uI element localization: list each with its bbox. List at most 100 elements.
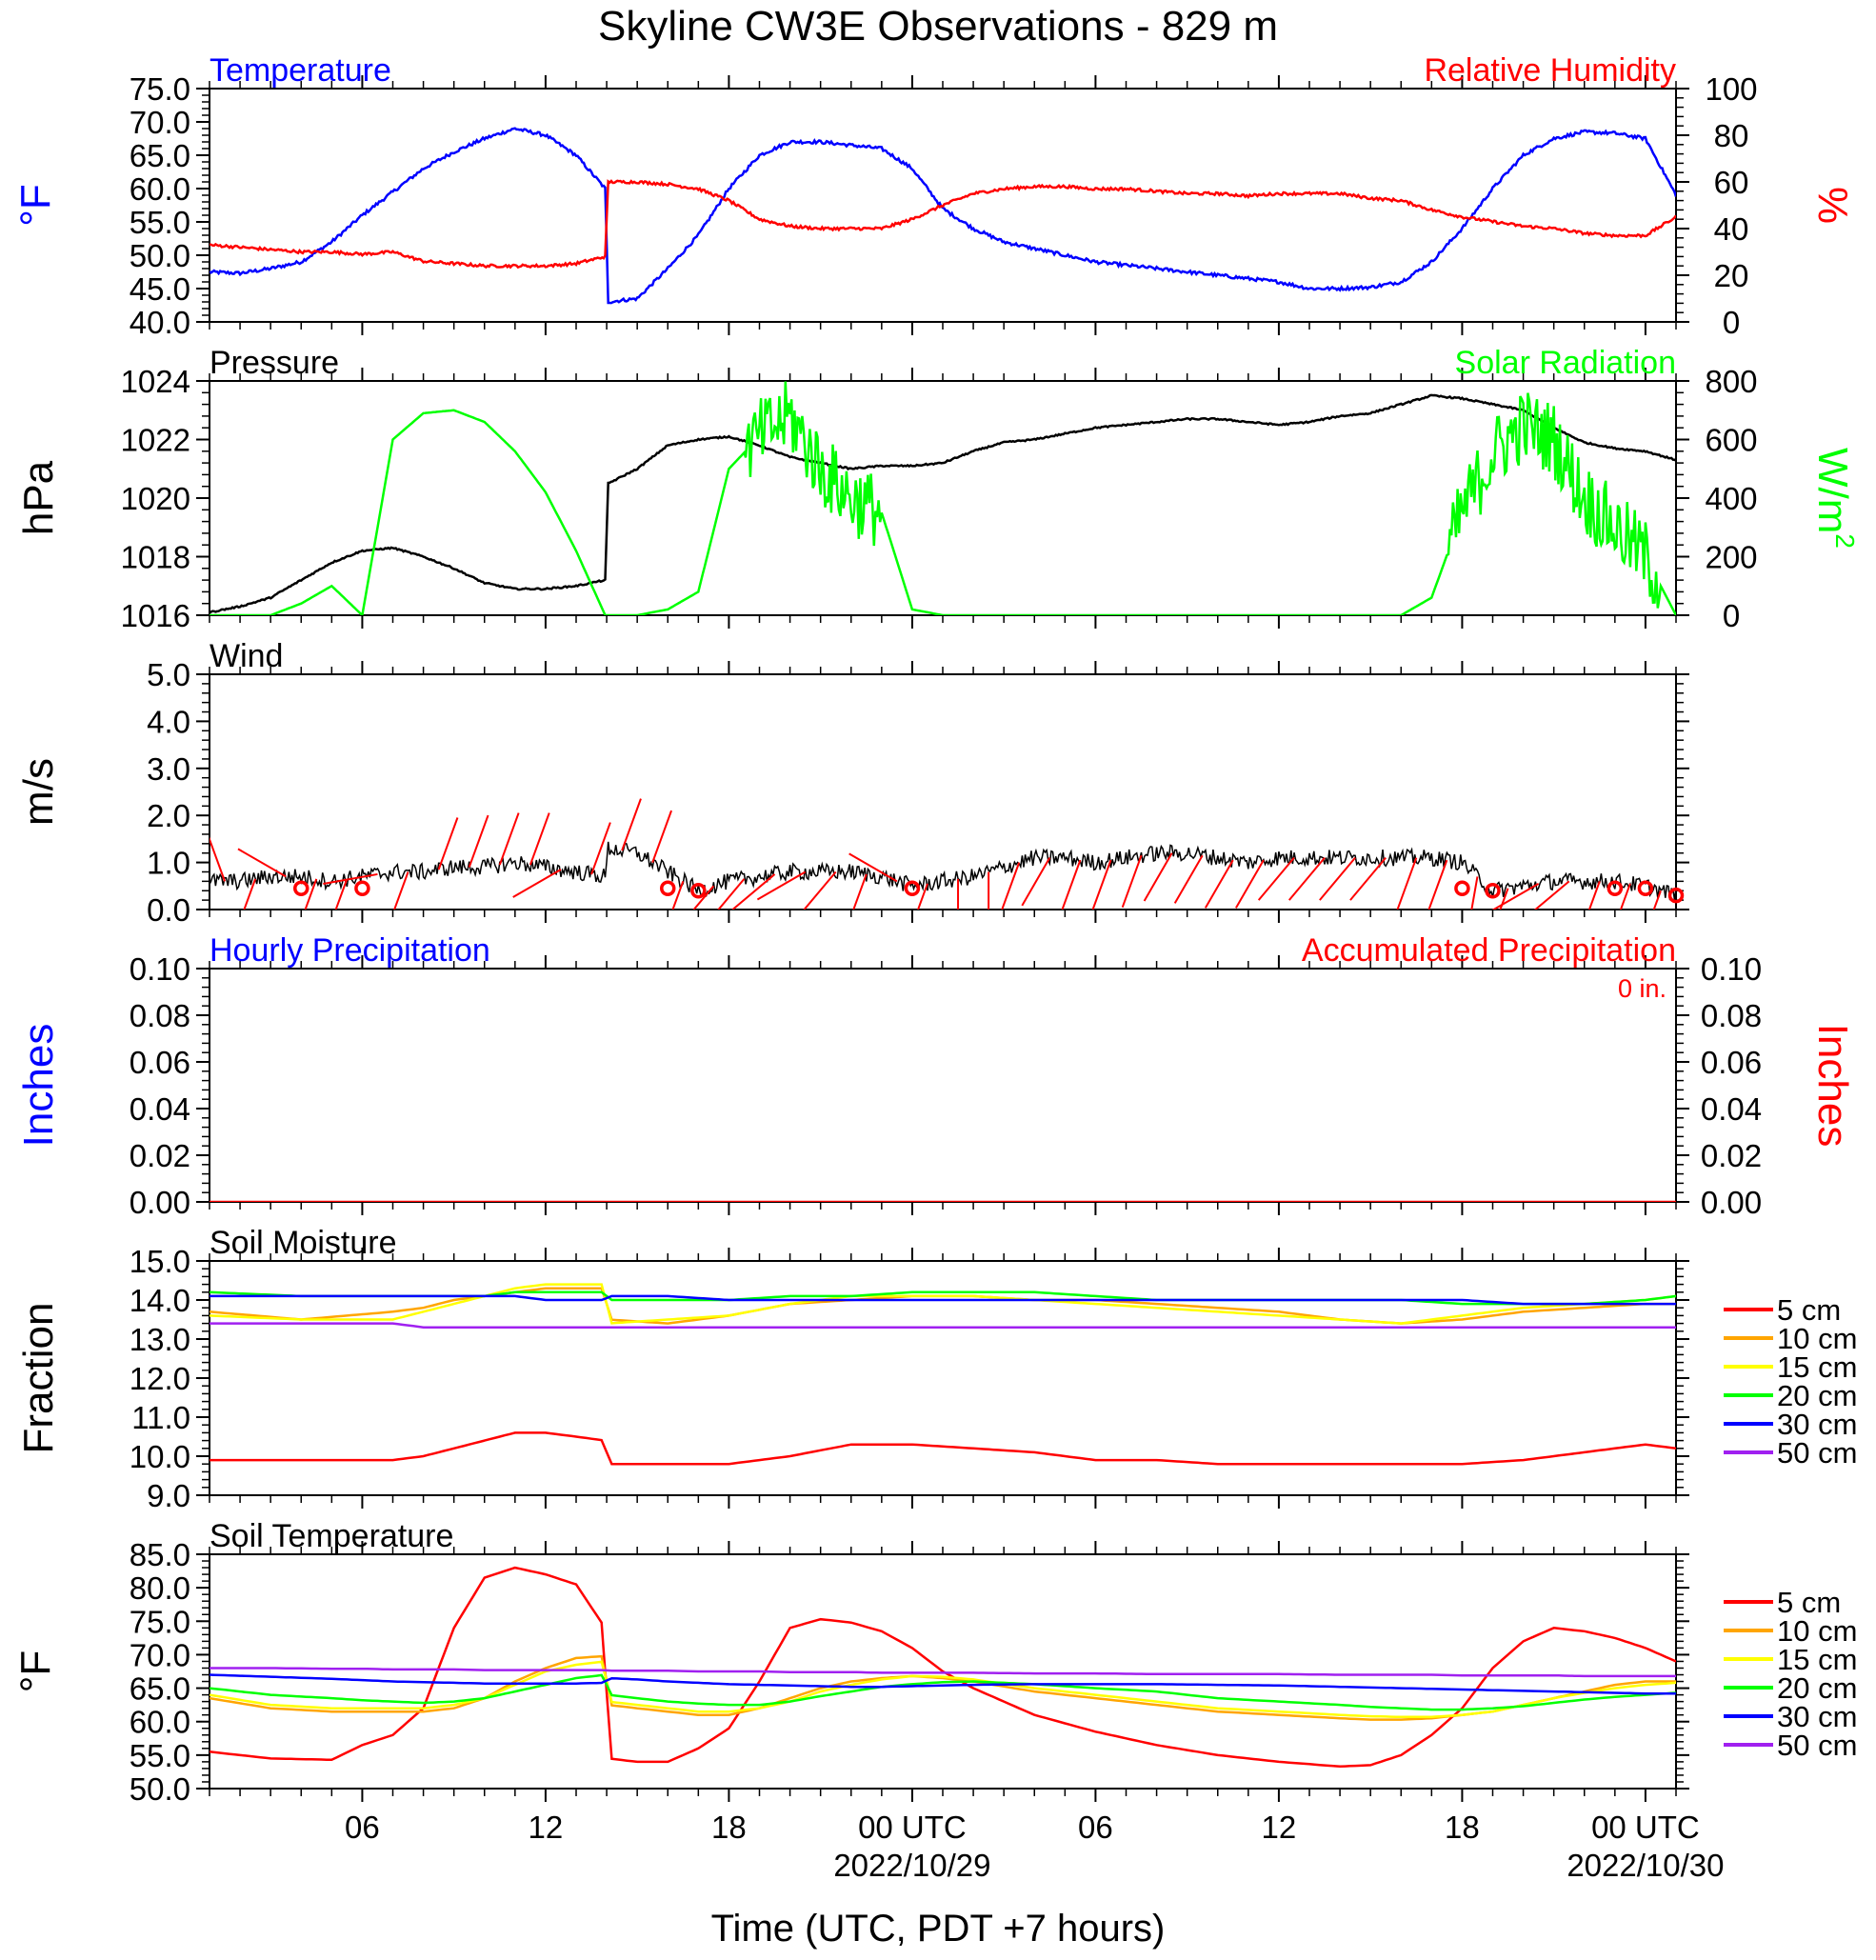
wind-barb	[731, 873, 776, 910]
wind-barb	[848, 852, 898, 883]
y-tick-label-right: 0	[1723, 598, 1740, 633]
wind-barb	[468, 814, 489, 868]
panel-annotation: 0 in.	[1618, 974, 1666, 1003]
y-tick-label-left: 4.0	[147, 704, 190, 739]
wind-barb	[1470, 876, 1479, 910]
x-tick-label: 00 UTC	[858, 1810, 967, 1845]
y-tick-label-left: 15.0	[130, 1244, 190, 1279]
wind-barb	[1021, 857, 1051, 907]
y-tick-label-right: 0.10	[1701, 951, 1762, 987]
wind-barb	[393, 871, 409, 910]
y-tick-label-left: 0.00	[130, 1185, 190, 1220]
y-tick-label-left: 70.0	[130, 105, 190, 140]
y-axis-label-left: Fraction	[15, 1303, 62, 1454]
wind-calm-circle	[1607, 880, 1624, 897]
panel-soil_temperature: 50.055.060.065.070.075.080.085.0 Soil Tem…	[12, 1518, 1857, 1807]
x-tick-label: 12	[1262, 1810, 1297, 1845]
y-tick-label-left: 0.06	[130, 1045, 190, 1080]
y-tick-label-left: 2.0	[147, 798, 190, 833]
wind-calm-circle	[293, 880, 309, 897]
y-tick-label-left: 12.0	[130, 1361, 190, 1396]
y-tick-label-left: 9.0	[147, 1478, 190, 1513]
wind-barb	[1491, 882, 1540, 910]
wind-calm-circle	[660, 880, 676, 897]
y-tick-label-left: 75.0	[130, 1604, 190, 1639]
y-tick-label-left: 14.0	[130, 1283, 190, 1318]
panel-pressure_solar: 1016 1018 1020 1022 1024 0 200 400 600 800 Pressur…	[15, 345, 1860, 633]
wind-barb	[651, 810, 672, 863]
series-line-relative-humidity	[210, 179, 1676, 270]
panel-temp_rh: 40.045.050.055.060.065.070.075.0 0 20 40 60 8…	[12, 52, 1856, 340]
series-line-wind-speed	[210, 841, 1676, 901]
wind-barb	[1319, 857, 1356, 901]
y-tick-label-right: 80	[1714, 118, 1749, 153]
wind-barb	[498, 812, 520, 866]
legend-label: 20 cm	[1777, 1379, 1857, 1412]
y-tick-label-left: 50.0	[130, 1771, 190, 1807]
y-tick-label-left: 65.0	[130, 138, 190, 173]
y-tick-label-left: 0.02	[130, 1138, 190, 1173]
series-line-5-cm	[210, 1566, 1676, 1769]
wind-barb	[1499, 888, 1509, 910]
y-axis-label-left: °F	[12, 184, 59, 226]
wind-barb	[512, 869, 562, 898]
wind-barb	[210, 836, 226, 882]
y-axis-label-left: Inches	[15, 1024, 62, 1148]
y-tick-label-right: 0.08	[1701, 998, 1762, 1033]
y-tick-label-left: 40.0	[130, 305, 190, 340]
wind-calm-circle	[690, 882, 707, 899]
y-tick-label-left: 0.04	[130, 1091, 190, 1127]
wind-calm-circle	[904, 880, 921, 897]
y-tick-label-left: 11.0	[131, 1400, 190, 1435]
y-tick-label-right: 800	[1705, 364, 1757, 399]
wind-barb	[323, 872, 378, 886]
y-tick-label-left: 1018	[121, 540, 190, 575]
wind-barb	[1349, 857, 1387, 901]
wind-barb	[717, 878, 746, 910]
wind-barb	[334, 878, 349, 910]
y-tick-label-right: 60	[1714, 165, 1749, 200]
y-tick-label-right: 100	[1705, 71, 1757, 107]
legend-label: 50 cm	[1777, 1436, 1857, 1470]
panels: 40.045.050.055.060.065.070.075.002040608…	[12, 52, 1860, 1807]
wind-barb	[1396, 857, 1418, 910]
wind-barb	[1533, 880, 1570, 910]
wind-barb	[621, 798, 642, 851]
x-tick-date-label: 2022/10/29	[833, 1848, 990, 1883]
y-tick-label-left: 65.0	[130, 1671, 190, 1707]
x-axis-label: Time (UTC, PDT +7 hours)	[711, 1908, 1166, 1950]
y-tick-label-right: 0.00	[1701, 1185, 1762, 1220]
legend-label: 5 cm	[1777, 1293, 1841, 1327]
series-line-30-cm	[210, 1673, 1676, 1695]
wind-barb	[1173, 854, 1204, 904]
y-tick-label-left: 1016	[121, 598, 190, 633]
panel-title-left: Wind	[210, 638, 283, 674]
y-tick-label-left: 5.0	[147, 657, 190, 692]
wind-barb	[237, 848, 287, 878]
y-tick-label-left: 1020	[121, 481, 190, 516]
wind-barb	[1427, 859, 1448, 910]
y-axis-label-right-superscript: 2	[1830, 533, 1860, 549]
legend-label: 5 cm	[1777, 1586, 1841, 1619]
wind-calm-circle	[354, 880, 370, 897]
wind-barb	[1061, 859, 1082, 910]
wind-barb	[756, 870, 807, 901]
wind-barb	[1287, 857, 1326, 901]
legend-label: 30 cm	[1777, 1408, 1857, 1441]
series-line-50-cm	[210, 1322, 1676, 1329]
y-tick-label-right: 20	[1714, 258, 1749, 293]
panel-soil_moisture: 9.0 10.0 11.0 12.0 13.0 14.0 15.0 Soil Moisture…	[15, 1225, 1857, 1513]
wind-calm-circle	[1454, 880, 1470, 897]
x-tick-label: 18	[711, 1810, 747, 1845]
wind-barb	[803, 870, 837, 910]
wind-barb	[1001, 862, 1021, 910]
y-tick-label-left: 0.0	[147, 892, 190, 928]
wind-barb	[590, 822, 611, 875]
y-tick-label-left: 10.0	[130, 1439, 190, 1474]
panel-title-right: Solar Radiation	[1455, 345, 1676, 381]
y-tick-label-right: 200	[1705, 540, 1757, 575]
y-tick-label-left: 1022	[121, 423, 190, 458]
wind-barb	[529, 812, 550, 866]
